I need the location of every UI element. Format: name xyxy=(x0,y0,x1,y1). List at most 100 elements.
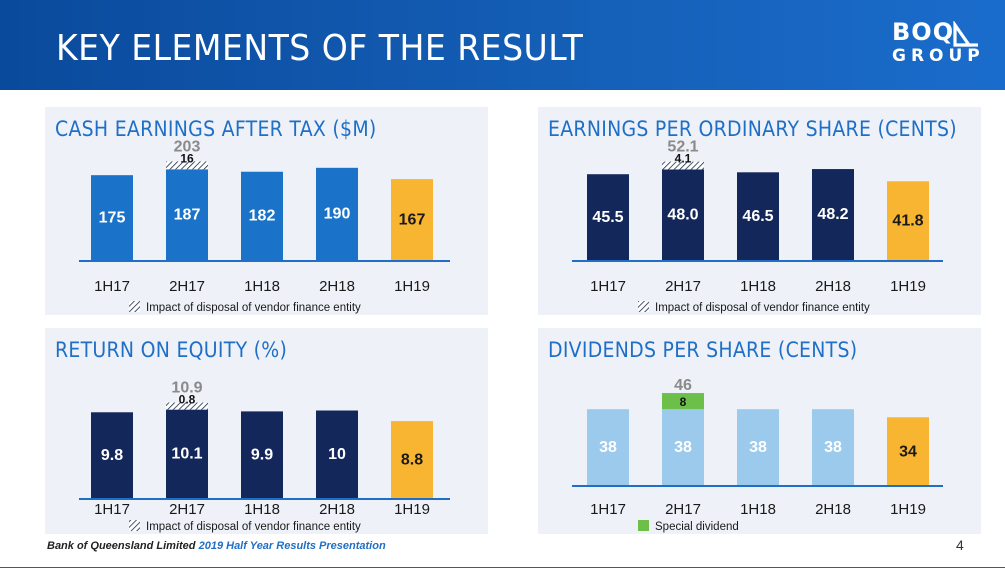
bar-1h19 xyxy=(391,421,433,499)
category-tick-label: 1H19 xyxy=(394,501,430,518)
legend-swatch xyxy=(638,301,649,312)
bar-stack-segment xyxy=(166,161,208,170)
category-tick-label: 2H17 xyxy=(169,278,205,295)
bar-1h19 xyxy=(887,181,929,261)
category-tick-label: 1H18 xyxy=(740,501,776,518)
chart-title: CASH EARNINGS AFTER TAX ($M) xyxy=(55,117,377,141)
bar-value-label: 38 xyxy=(599,439,617,456)
bar-value-label: 38 xyxy=(824,439,842,456)
category-tick-label: 2H18 xyxy=(319,501,355,518)
category-tick-label: 2H18 xyxy=(319,278,355,295)
header-banner: KEY ELEMENTS OF THE RESULT BOQ GROUP xyxy=(0,0,1005,90)
category-tick-label: 2H18 xyxy=(815,278,851,295)
category-tick-label: 1H19 xyxy=(394,278,430,295)
bar-value-label: 45.5 xyxy=(592,209,623,226)
bar-value-label: 8.8 xyxy=(401,452,423,469)
bar-value-label: 41.8 xyxy=(892,213,923,230)
bar-2h18 xyxy=(812,409,854,486)
category-tick-label: 1H19 xyxy=(890,278,926,295)
bar-value-label: 48.2 xyxy=(817,206,848,223)
eps-chart: 45.5 1H17 48.0 2H17 4.152.1 46.5 1H18 48.2 2H18 4… xyxy=(572,139,943,314)
chart-title: EARNINGS PER ORDINARY SHARE (CENTS) xyxy=(548,117,957,141)
bar-stack-segment xyxy=(662,393,704,410)
page-number: 4 xyxy=(956,537,964,553)
category-tick-label: 1H17 xyxy=(94,501,130,518)
bar-value-label: 167 xyxy=(399,211,426,228)
stack-total-label: 52.1 xyxy=(667,139,698,156)
bar-1h19 xyxy=(391,179,433,261)
logo-bottom-text: GROUP xyxy=(892,46,985,66)
footer-brand: Bank of Queensland Limited 2019 Half Yea… xyxy=(47,540,386,552)
bar-1h18 xyxy=(241,411,283,499)
stack-total-label: 10.9 xyxy=(171,380,202,397)
bar-value-label: 38 xyxy=(749,439,767,456)
bar-1h17 xyxy=(91,412,133,499)
bar-value-label: 9.9 xyxy=(251,446,273,463)
chart-title: RETURN ON EQUITY (%) xyxy=(55,338,288,362)
bar-stack-segment xyxy=(662,161,704,170)
cash-earnings-panel: CASH EARNINGS AFTER TAX ($M) 175 1H17 187 2… xyxy=(45,107,488,315)
bar-1h18 xyxy=(737,172,779,261)
legend-label: Impact of disposal of vendor finance ent… xyxy=(146,521,361,533)
category-tick-label: 2H17 xyxy=(665,278,701,295)
bar-value-label: 10.1 xyxy=(171,446,202,463)
bar-2h17 xyxy=(166,409,208,499)
stack-segment-label: 0.8 xyxy=(179,393,196,407)
category-tick-label: 2H17 xyxy=(665,501,701,518)
bar-value-label: 175 xyxy=(99,209,126,226)
bar-2h18 xyxy=(812,169,854,261)
stack-total-label: 203 xyxy=(174,138,201,155)
category-tick-label: 1H18 xyxy=(244,278,280,295)
eps-panel: EARNINGS PER ORDINARY SHARE (CENTS) 45.5… xyxy=(538,107,981,315)
bar-1h18 xyxy=(737,409,779,486)
category-tick-label: 1H18 xyxy=(244,501,280,518)
legend-label: Impact of disposal of vendor finance ent… xyxy=(146,302,361,314)
stack-segment-label: 16 xyxy=(180,151,194,165)
bar-value-label: 190 xyxy=(324,206,351,223)
bar-value-label: 182 xyxy=(249,208,276,225)
bar-2h17 xyxy=(662,169,704,261)
bar-1h19 xyxy=(887,417,929,486)
bar-2h17 xyxy=(662,409,704,486)
footer-divider xyxy=(0,567,1005,568)
dps-panel: DIVIDENDS PER SHARE (CENTS) 38 1H17 38 2H17… xyxy=(538,328,981,534)
bar-1h17 xyxy=(587,409,629,486)
category-tick-label: 1H18 xyxy=(740,278,776,295)
category-tick-label: 1H17 xyxy=(590,278,626,295)
chart-title: DIVIDENDS PER SHARE (CENTS) xyxy=(548,338,858,362)
bar-value-label: 48.0 xyxy=(667,206,698,223)
bar-value-label: 10 xyxy=(328,446,346,463)
bar-value-label: 187 xyxy=(174,206,201,223)
category-tick-label: 1H17 xyxy=(94,278,130,295)
dps-chart: 38 1H17 38 2H17 846 38 1H18 38 2H18 34 1H19 Special… xyxy=(572,377,943,533)
bar-2h17 xyxy=(166,169,208,261)
legend-swatch xyxy=(129,301,140,312)
legend-swatch xyxy=(129,520,140,531)
category-tick-label: 1H19 xyxy=(890,501,926,518)
legend-swatch xyxy=(638,520,649,531)
bar-1h17 xyxy=(91,175,133,261)
footer-company: Bank of Queensland Limited xyxy=(47,540,196,552)
category-tick-label: 1H17 xyxy=(590,501,626,518)
legend-label: Impact of disposal of vendor finance ent… xyxy=(655,302,870,314)
legend-label: Special dividend xyxy=(655,521,739,533)
logo-mark-icon xyxy=(953,21,978,47)
footer-presentation: 2019 Half Year Results Presentation xyxy=(198,540,386,552)
page-title: KEY ELEMENTS OF THE RESULT xyxy=(56,28,584,69)
bar-value-label: 46.5 xyxy=(742,208,773,225)
bar-value-label: 34 xyxy=(899,443,917,460)
roe-chart: 9.8 1H17 10.1 2H17 0.810.9 9.9 1H18 10 2H18 8.8 1H… xyxy=(79,380,450,533)
category-tick-label: 2H17 xyxy=(169,501,205,518)
bar-2h18 xyxy=(316,410,358,499)
bar-value-label: 9.8 xyxy=(101,447,123,464)
bar-stack-segment xyxy=(166,402,208,410)
stack-segment-label: 8 xyxy=(680,395,687,409)
roe-panel: RETURN ON EQUITY (%) 9.8 1H17 10.1 2H17 0.8 1… xyxy=(45,328,488,534)
bar-2h18 xyxy=(316,167,358,261)
bar-1h18 xyxy=(241,171,283,261)
stack-total-label: 46 xyxy=(674,377,692,394)
category-tick-label: 2H18 xyxy=(815,501,851,518)
boq-group-logo: BOQ GROUP xyxy=(880,18,990,70)
stack-segment-label: 4.1 xyxy=(675,152,692,166)
